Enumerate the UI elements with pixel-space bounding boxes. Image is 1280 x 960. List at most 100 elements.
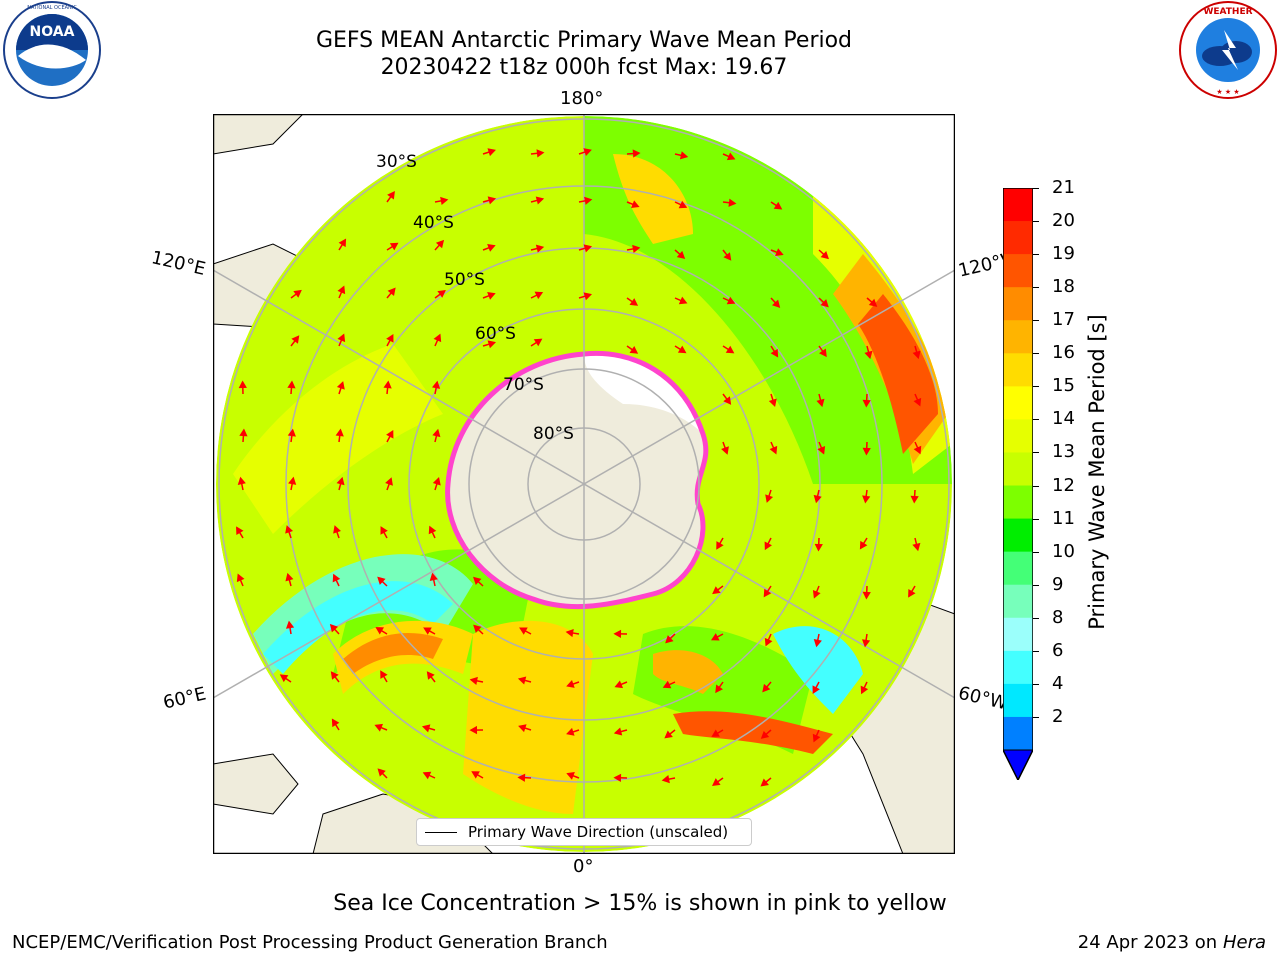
wave-arrow-head bbox=[723, 252, 732, 261]
colorbar-tick-label: 11 bbox=[1052, 507, 1075, 529]
wave-arrow-head bbox=[860, 685, 869, 695]
wave-arrow-head bbox=[631, 200, 640, 209]
wave-arrow-head bbox=[239, 428, 248, 437]
wave-arrow-head bbox=[421, 724, 431, 733]
wave-arrow-head bbox=[536, 149, 545, 158]
svg-text:★ ★ ★: ★ ★ ★ bbox=[1216, 88, 1239, 96]
wave-arrow-head bbox=[763, 588, 772, 598]
svg-text:NOAA: NOAA bbox=[30, 24, 75, 40]
wave-arrow-head bbox=[487, 244, 496, 252]
wave-arrow-head bbox=[765, 494, 774, 503]
colorbar-tick-mark bbox=[1033, 353, 1039, 355]
wave-arrow-head bbox=[676, 250, 686, 259]
wave-arrow-head bbox=[913, 397, 922, 407]
wave-arrow-head bbox=[519, 627, 528, 635]
wave-arrow-head bbox=[913, 445, 922, 455]
wave-arrow-head bbox=[772, 299, 781, 308]
wave-arrow-head bbox=[473, 624, 482, 633]
colorbar-segment bbox=[1003, 584, 1033, 619]
wave-arrow-head bbox=[710, 633, 720, 641]
wave-arrow-head bbox=[762, 683, 771, 693]
wave-arrow-head bbox=[333, 525, 341, 534]
colorbar-tick-label: 16 bbox=[1052, 342, 1075, 364]
colorbar-tick-label: 17 bbox=[1052, 309, 1075, 331]
wave-arrow-head bbox=[469, 725, 478, 735]
wave-arrow-head bbox=[712, 778, 721, 786]
wave-arrow-head bbox=[721, 446, 729, 455]
wave-arrow-head bbox=[813, 494, 822, 504]
colorbar-segment bbox=[1003, 551, 1033, 586]
wave-arrow-head bbox=[335, 428, 344, 437]
wave-arrow-head bbox=[429, 572, 438, 581]
wave-arrow-head bbox=[769, 445, 778, 455]
colorbar-segment bbox=[1003, 353, 1033, 387]
footer-date: 24 Apr 2023 on Hera bbox=[1078, 932, 1266, 953]
nws-logo-icon: WEATHER ★ ★ ★ bbox=[1179, 1, 1277, 99]
wave-arrow-head bbox=[329, 623, 339, 633]
wave-arrow-head bbox=[291, 335, 300, 344]
wave-arrow-head bbox=[336, 381, 345, 390]
wave-arrow-head bbox=[583, 148, 592, 157]
lat-label-30s: 30°S bbox=[376, 152, 417, 172]
colorbar-frame bbox=[1003, 188, 1033, 780]
wave-arrow-head bbox=[236, 526, 244, 535]
wave-arrow-head bbox=[820, 299, 829, 308]
wave-arrow-head bbox=[389, 242, 399, 251]
colorbar-tick-mark bbox=[1033, 485, 1039, 487]
colorbar-tick-mark bbox=[1033, 287, 1039, 289]
wave-arrow-head bbox=[518, 724, 527, 733]
colorbar-tick-mark bbox=[1033, 254, 1039, 256]
wave-arrow-head bbox=[768, 398, 777, 407]
colorbar-tick-mark bbox=[1033, 386, 1039, 388]
wave-arrow-head bbox=[584, 196, 593, 205]
colorbar-segment bbox=[1003, 617, 1033, 652]
wave-arrow-head bbox=[629, 346, 639, 354]
wave-arrow-head bbox=[861, 639, 871, 648]
wave-arrow-head bbox=[440, 196, 449, 205]
colorbar-tick-mark bbox=[1033, 551, 1039, 553]
wave-arrow-head bbox=[380, 526, 388, 535]
wave-arrow-head bbox=[711, 729, 720, 737]
wave-arrow-head bbox=[723, 396, 732, 405]
wave-arrow-head bbox=[535, 196, 545, 205]
wave-arrow-head bbox=[377, 576, 386, 585]
colorbar-tick-mark bbox=[1033, 221, 1039, 223]
wave-arrow-head bbox=[338, 238, 347, 248]
map-legend: Primary Wave Direction (unscaled) bbox=[416, 818, 752, 846]
lat-label-40s: 40°S bbox=[413, 213, 454, 233]
colorbar-segment bbox=[1003, 452, 1033, 487]
wave-arrow-head bbox=[613, 727, 623, 736]
colorbar-tick-mark bbox=[1033, 452, 1039, 454]
colorbar-tick-mark bbox=[1033, 584, 1039, 586]
colorbar-tick-label: 14 bbox=[1052, 408, 1075, 430]
colorbar-tick-label: 13 bbox=[1052, 441, 1075, 463]
lat-label-70s: 70°S bbox=[503, 375, 544, 395]
wave-arrow-head bbox=[386, 334, 394, 343]
map-title: GEFS MEAN Antarctic Primary Wave Mean Pe… bbox=[315, 28, 853, 53]
wave-arrow-head bbox=[285, 525, 294, 534]
colorbar-tick-label: 10 bbox=[1052, 540, 1075, 562]
wave-arrow-head bbox=[285, 572, 294, 582]
wave-arrow-head bbox=[726, 152, 736, 161]
svg-text:WEATHER: WEATHER bbox=[1203, 7, 1252, 17]
lat-label-80s: 80°S bbox=[533, 424, 574, 444]
wave-arrow-head bbox=[566, 772, 575, 780]
colorbar-tick-mark bbox=[1033, 188, 1039, 189]
wave-arrow-head bbox=[910, 495, 919, 504]
wave-arrow-head bbox=[912, 542, 921, 552]
colorbar-tick-mark bbox=[1033, 320, 1039, 322]
colorbar-tick-label: 8 bbox=[1052, 606, 1064, 628]
wave-arrow-head bbox=[487, 340, 496, 349]
colorbar-tick-label: 20 bbox=[1052, 210, 1075, 232]
wave-arrow-head bbox=[238, 380, 247, 389]
noaa-logo-icon: NOAA NATIONAL OCEANIC bbox=[3, 1, 101, 99]
colorbar-segment bbox=[1003, 650, 1033, 685]
wave-arrow-head bbox=[868, 298, 878, 307]
wave-arrow-head bbox=[566, 680, 575, 688]
colorbar-tick-label: 21 bbox=[1052, 177, 1075, 198]
legend-line-icon bbox=[425, 832, 457, 833]
wave-arrow-head bbox=[678, 200, 688, 209]
footer-credit: NCEP/EMC/Verification Post Processing Pr… bbox=[12, 932, 608, 953]
lon-label-60e: 60°E bbox=[161, 683, 209, 714]
wave-arrow-head bbox=[773, 201, 783, 210]
